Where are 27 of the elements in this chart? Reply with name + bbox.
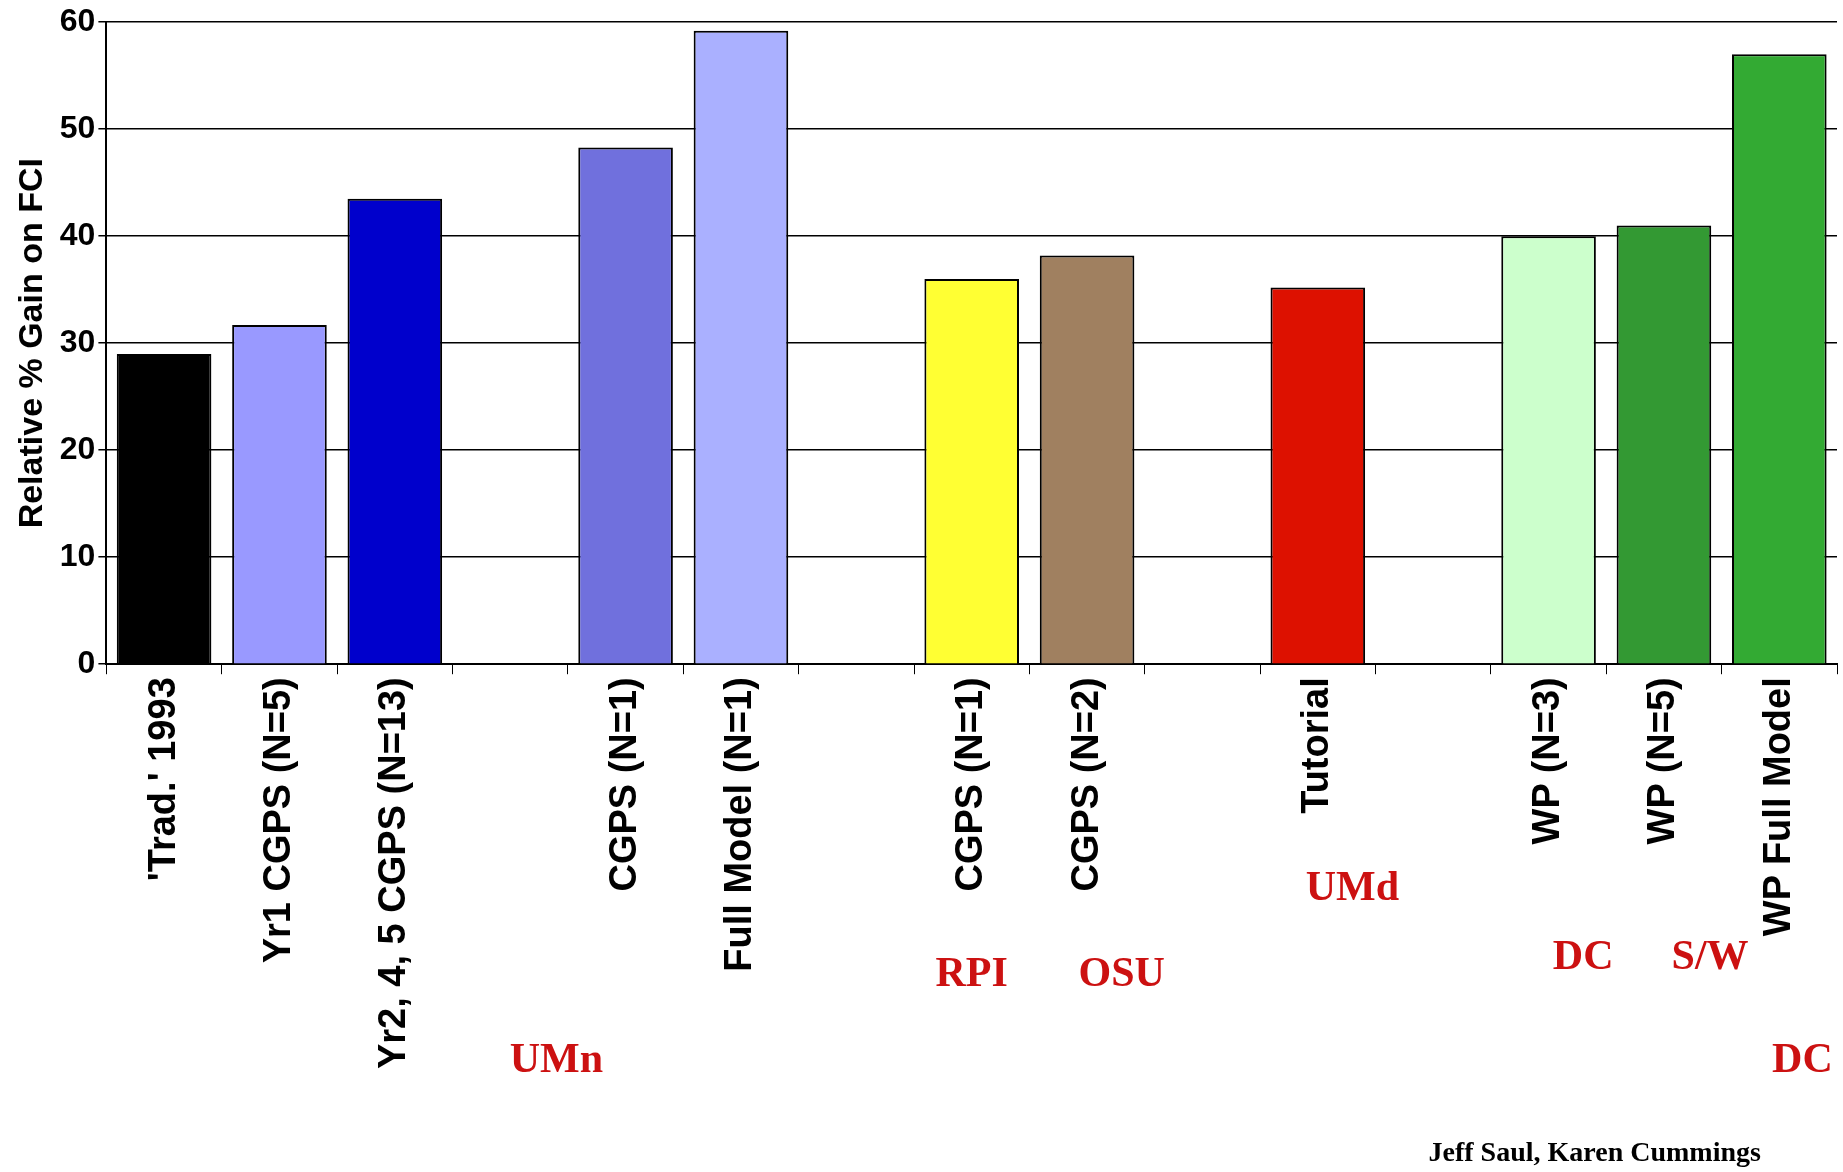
y-tick-label: 0	[77, 644, 96, 681]
text: DC	[1552, 931, 1614, 978]
y-tick-label: 10	[59, 537, 96, 574]
text: UMn	[509, 1034, 604, 1081]
x-tick-label: WP (N=5)	[1640, 677, 1683, 845]
x-tick-label: CGPS (N=1)	[948, 677, 991, 892]
x-tick-label: WP Full Model	[1755, 677, 1798, 937]
y-tick-label: 20	[59, 430, 96, 467]
text: UMd	[1305, 862, 1400, 909]
text: DC	[1772, 1034, 1833, 1081]
y-axis-title: Relative % Gain on FCI	[10, 158, 49, 529]
y-tick-label: 50	[59, 109, 96, 146]
x-tick-label: CGPS (N=1)	[602, 677, 645, 892]
text: Jeff Saul, Karen Cummings	[1428, 1136, 1762, 1168]
text: OSU	[1078, 948, 1165, 995]
y-tick-label: 40	[59, 216, 96, 253]
x-tick-label: Tutorial	[1294, 677, 1337, 814]
text: S/W	[1671, 931, 1749, 978]
x-tick-label: 'Trad.' 1993	[140, 677, 183, 882]
x-tick-label: Full Model (N=1)	[717, 677, 760, 972]
text: RPI	[935, 948, 1008, 995]
x-tick-label: CGPS (N=2)	[1063, 677, 1106, 892]
x-tick-label: Yr1 CGPS (N=5)	[255, 677, 298, 964]
y-tick-label: 30	[59, 323, 96, 360]
x-tick-label: WP (N=3)	[1525, 677, 1568, 845]
x-tick-label: Yr2, 4, 5 CGPS (N=13)	[371, 677, 414, 1070]
y-tick-label: 60	[59, 2, 96, 39]
